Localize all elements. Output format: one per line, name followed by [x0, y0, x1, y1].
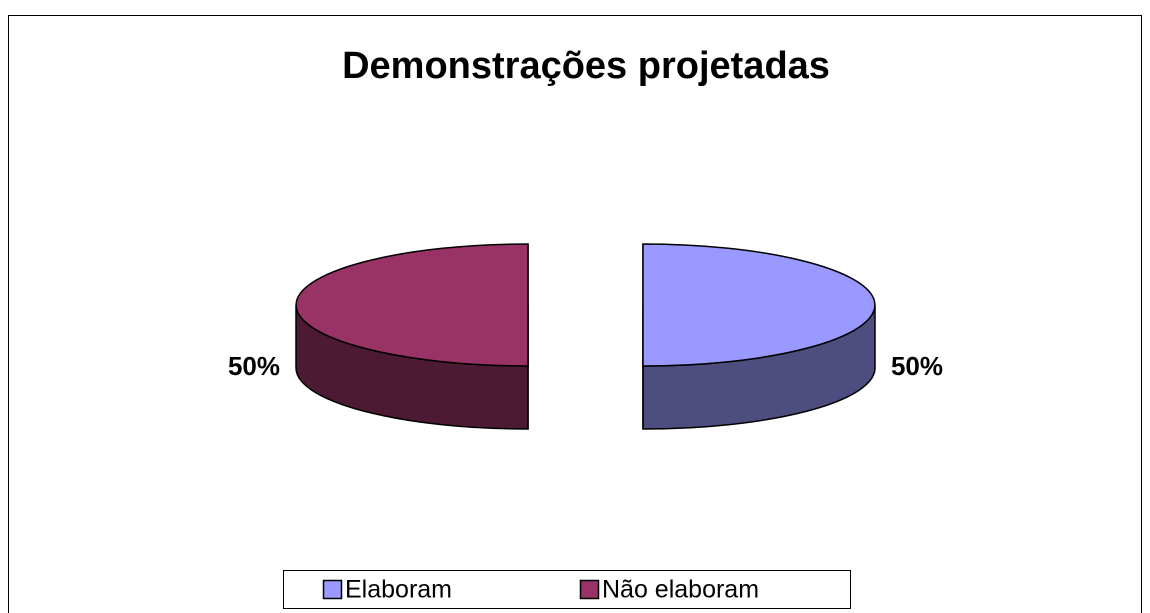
chart-frame [8, 15, 1142, 613]
data-label: 50% [228, 351, 280, 381]
chart-title: Demonstrações projetadas [342, 45, 830, 87]
legend-label: Elaboram [345, 576, 452, 604]
legend-swatch [579, 579, 600, 600]
slice [295, 243, 529, 367]
legend-label: Não elaboram [602, 576, 759, 604]
data-label: 50% [891, 351, 943, 381]
slice [642, 243, 876, 367]
legend [283, 570, 851, 609]
legend-swatch [322, 579, 343, 600]
